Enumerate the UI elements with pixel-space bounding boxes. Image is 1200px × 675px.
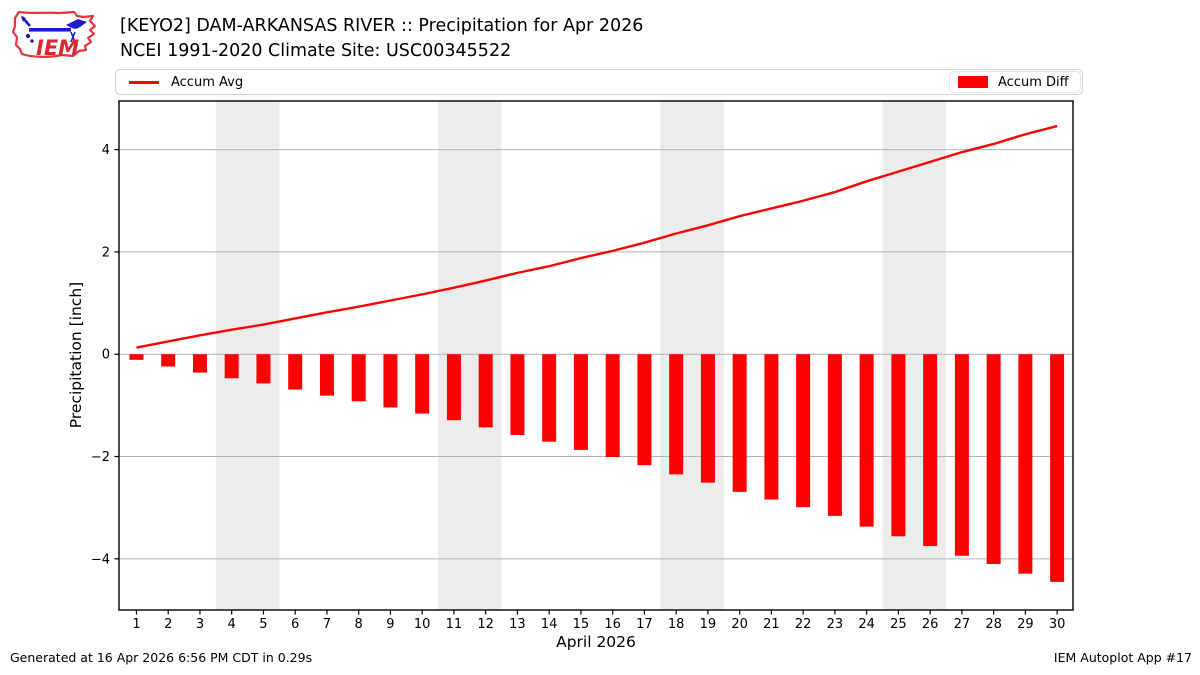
accum-diff-bar-day-14 — [542, 354, 557, 442]
legend-entry-accum-diff: Accum Diff — [949, 71, 1081, 93]
x-tick-label: 29 — [1017, 617, 1034, 632]
accum-diff-bar-day-23 — [827, 354, 842, 516]
x-tick-label: 5 — [259, 617, 267, 632]
x-tick-label: 9 — [386, 617, 394, 632]
accum-diff-bar-day-3 — [192, 354, 207, 373]
accum-diff-bar-day-18 — [669, 354, 684, 475]
y-tick-label: 2 — [102, 245, 110, 260]
accum-avg-label: Accum Avg — [171, 74, 244, 90]
x-tick-label: 11 — [446, 617, 463, 632]
accum-diff-bar-day-13 — [510, 354, 525, 436]
app-credit: IEM Autoplot App #17 — [1053, 650, 1192, 665]
x-tick-label: 25 — [890, 617, 907, 632]
y-axis-label: Precipitation [inch] — [67, 281, 85, 429]
accum-diff-bar-day-9 — [383, 354, 398, 408]
generated-timestamp: Generated at 16 Apr 2026 6:56 PM CDT in … — [10, 650, 313, 665]
accum-diff-bar-day-19 — [700, 354, 715, 483]
accum-diff-bar-day-7 — [319, 354, 334, 396]
y-tick-label: −2 — [91, 450, 110, 465]
accum-diff-bar-day-21 — [764, 354, 779, 500]
x-tick-label: 27 — [954, 617, 971, 632]
accum-diff-bar-day-22 — [796, 354, 811, 508]
x-tick-label: 8 — [355, 617, 363, 632]
y-tick-label: −4 — [91, 552, 110, 567]
x-tick-label: 6 — [291, 617, 299, 632]
legend-entry-accum-avg: Accum Avg — [116, 75, 243, 90]
x-tick-label: 10 — [414, 617, 431, 632]
chart-title: [KEYO2] DAM-ARKANSAS RIVER :: Precipitat… — [120, 16, 644, 36]
x-tick-label: 17 — [636, 617, 653, 632]
accum-diff-bar-day-12 — [478, 354, 493, 428]
x-tick-label: 3 — [196, 617, 204, 632]
x-tick-label: 24 — [858, 617, 875, 632]
x-tick-label: 20 — [731, 617, 748, 632]
logo-text: IEM — [36, 36, 79, 60]
accum-diff-bar-day-17 — [637, 354, 652, 466]
plot-frame — [118, 100, 1074, 611]
y-tick-label: 4 — [102, 143, 110, 158]
accum-diff-bar-day-15 — [573, 354, 588, 450]
accum-diff-bar-day-27 — [954, 354, 969, 556]
x-tick-label: 1 — [132, 617, 140, 632]
accum-diff-bar-day-10 — [415, 354, 430, 414]
x-tick-label: 22 — [795, 617, 812, 632]
chart-title-block: [KEYO2] DAM-ARKANSAS RIVER :: Precipitat… — [120, 14, 643, 64]
accum-diff-bar-day-2 — [161, 354, 176, 367]
x-tick-label: 26 — [922, 617, 939, 632]
accum-avg-line-swatch-icon — [129, 80, 159, 84]
accum-diff-bar-day-29 — [1018, 354, 1033, 574]
accum-diff-bar-day-28 — [986, 354, 1001, 564]
x-tick-label: 28 — [985, 617, 1002, 632]
x-tick-label: 4 — [228, 617, 236, 632]
accum-diff-bar-day-20 — [732, 354, 747, 492]
accum-diff-bar-day-11 — [446, 354, 461, 421]
x-tick-label: 18 — [668, 617, 685, 632]
iem-logo-graphic: IEM — [11, 10, 97, 60]
x-tick-label: 2 — [164, 617, 172, 632]
x-tick-label: 23 — [827, 617, 844, 632]
accum-diff-bar-day-8 — [351, 354, 366, 402]
x-tick-label: 7 — [323, 617, 331, 632]
x-axis-label: April 2026 — [556, 633, 636, 651]
accum-diff-bar-day-5 — [256, 354, 271, 384]
accum-diff-bar-day-6 — [288, 354, 303, 390]
accum-diff-bar-day-30 — [1050, 354, 1065, 582]
x-tick-label: 15 — [573, 617, 590, 632]
accum-diff-bar-day-25 — [891, 354, 906, 537]
accum-diff-bar-day-16 — [605, 354, 620, 458]
accum-diff-bar-day-1 — [129, 354, 144, 360]
accum-diff-bar-day-26 — [923, 354, 938, 547]
x-tick-label: 30 — [1049, 617, 1066, 632]
legend: Accum Avg Accum Diff — [115, 69, 1083, 95]
accum-diff-label: Accum Diff — [998, 74, 1069, 90]
x-tick-label: 14 — [541, 617, 558, 632]
weather-instrument-icon — [21, 16, 87, 47]
x-tick-label: 12 — [477, 617, 494, 632]
y-tick-label: 0 — [102, 348, 110, 363]
iem-logo: IEM — [8, 5, 100, 67]
accum-avg-line — [136, 124, 1058, 349]
accum-diff-bar-day-4 — [224, 354, 239, 379]
x-tick-label: 16 — [604, 617, 621, 632]
x-tick-label: 13 — [509, 617, 526, 632]
x-tick-label: 19 — [700, 617, 717, 632]
x-tick-label: 21 — [763, 617, 780, 632]
chart-subtitle: NCEI 1991-2020 Climate Site: USC00345522 — [120, 41, 512, 61]
accum-diff-bar-day-24 — [859, 354, 874, 527]
accum-diff-bar-swatch-icon — [958, 76, 988, 88]
